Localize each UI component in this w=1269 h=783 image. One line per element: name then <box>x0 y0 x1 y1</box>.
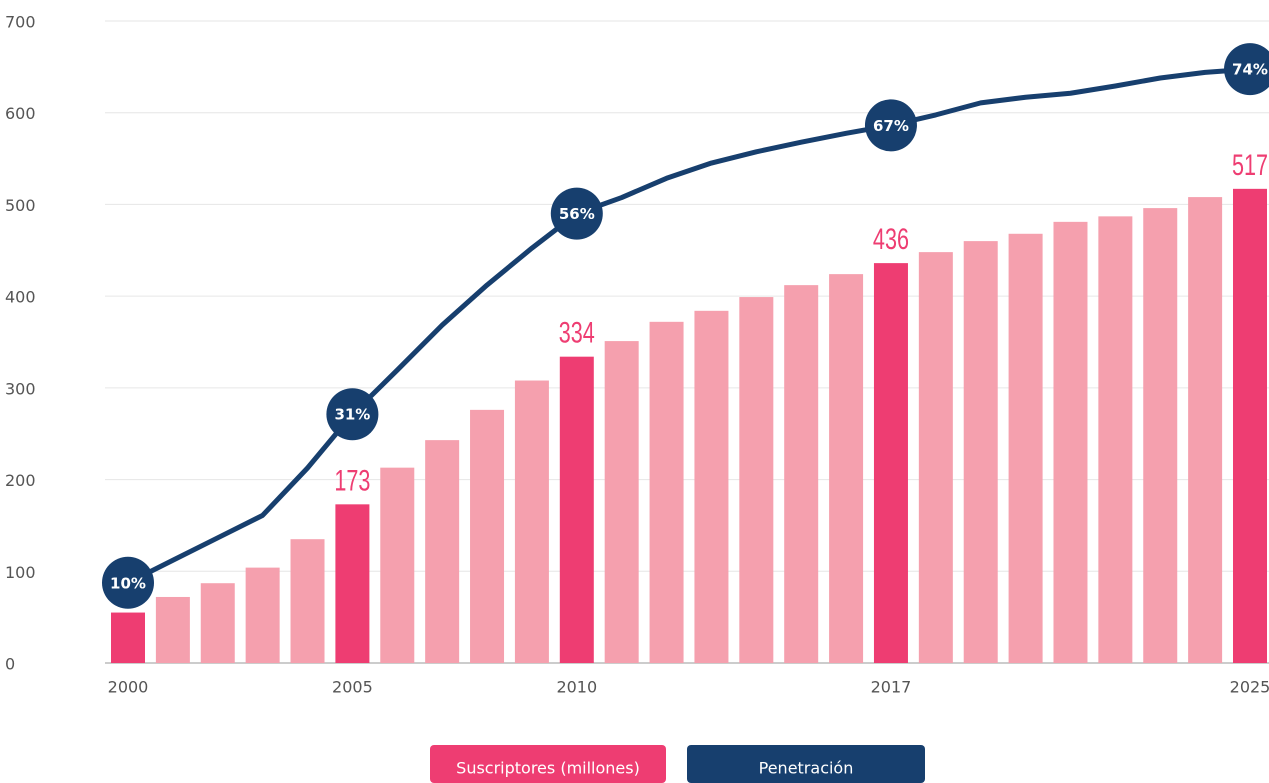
line-value-label: 10% <box>110 574 146 592</box>
x-tick-label: 2005 <box>332 678 373 697</box>
y-tick-label: 400 <box>5 288 36 307</box>
bar <box>829 274 864 663</box>
bar <box>245 567 280 663</box>
bar <box>470 409 505 663</box>
bar <box>1098 216 1133 663</box>
bar <box>1143 208 1178 663</box>
y-tick-label: 700 <box>5 13 36 32</box>
bar <box>604 341 639 663</box>
bar <box>200 583 235 663</box>
bar <box>649 321 684 663</box>
line-point <box>1224 43 1269 96</box>
bar-value-label: 173 <box>334 463 370 497</box>
bar-value-label: 436 <box>873 222 909 256</box>
y-tick-label: 0 <box>5 655 15 674</box>
line-value-label: 31% <box>334 406 370 424</box>
bar <box>918 252 953 663</box>
bar <box>1008 233 1043 663</box>
bar-value-label: 517 <box>1232 147 1268 181</box>
legend-swatch <box>430 745 666 783</box>
y-tick-label: 200 <box>5 471 36 490</box>
bar <box>1188 197 1223 663</box>
bar <box>784 285 819 663</box>
bar <box>739 297 774 663</box>
bar <box>514 380 549 663</box>
bar <box>1233 188 1267 663</box>
bar <box>380 467 415 663</box>
bar <box>290 539 325 663</box>
y-tick-label: 100 <box>5 563 36 582</box>
x-tick-label: 2010 <box>556 678 597 697</box>
bar <box>335 504 370 663</box>
legend-label: Penetración <box>759 759 854 778</box>
y-tick-label: 600 <box>5 104 36 123</box>
line-value-label: 56% <box>559 205 595 223</box>
bar-value-label: 334 <box>559 315 595 349</box>
legend-label: Suscriptores (millones) <box>456 759 640 778</box>
bar <box>559 356 594 663</box>
bar <box>155 596 190 663</box>
legend-swatch <box>687 745 925 783</box>
line-point <box>550 187 603 240</box>
y-tick-label: 500 <box>5 196 36 215</box>
line <box>126 66 1251 585</box>
x-tick-label: 2000 <box>108 678 149 697</box>
line-value-label: 67% <box>873 117 909 135</box>
x-tick-label: 2025 <box>1230 678 1269 697</box>
bar <box>425 440 460 663</box>
line-point <box>326 388 379 441</box>
x-tick-label: 2017 <box>871 678 912 697</box>
bar <box>873 263 908 663</box>
y-tick-label: 300 <box>5 379 36 398</box>
line-point <box>102 556 154 609</box>
bar <box>963 241 998 663</box>
line-point <box>864 99 917 152</box>
bar <box>694 310 729 663</box>
line-value-label: 74% <box>1232 61 1268 79</box>
bar <box>1053 221 1088 663</box>
bar <box>111 612 145 663</box>
